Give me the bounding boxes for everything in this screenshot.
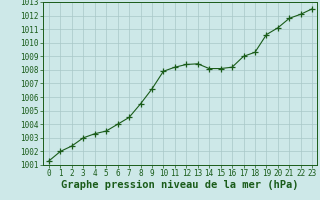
X-axis label: Graphe pression niveau de la mer (hPa): Graphe pression niveau de la mer (hPa) <box>61 180 299 190</box>
